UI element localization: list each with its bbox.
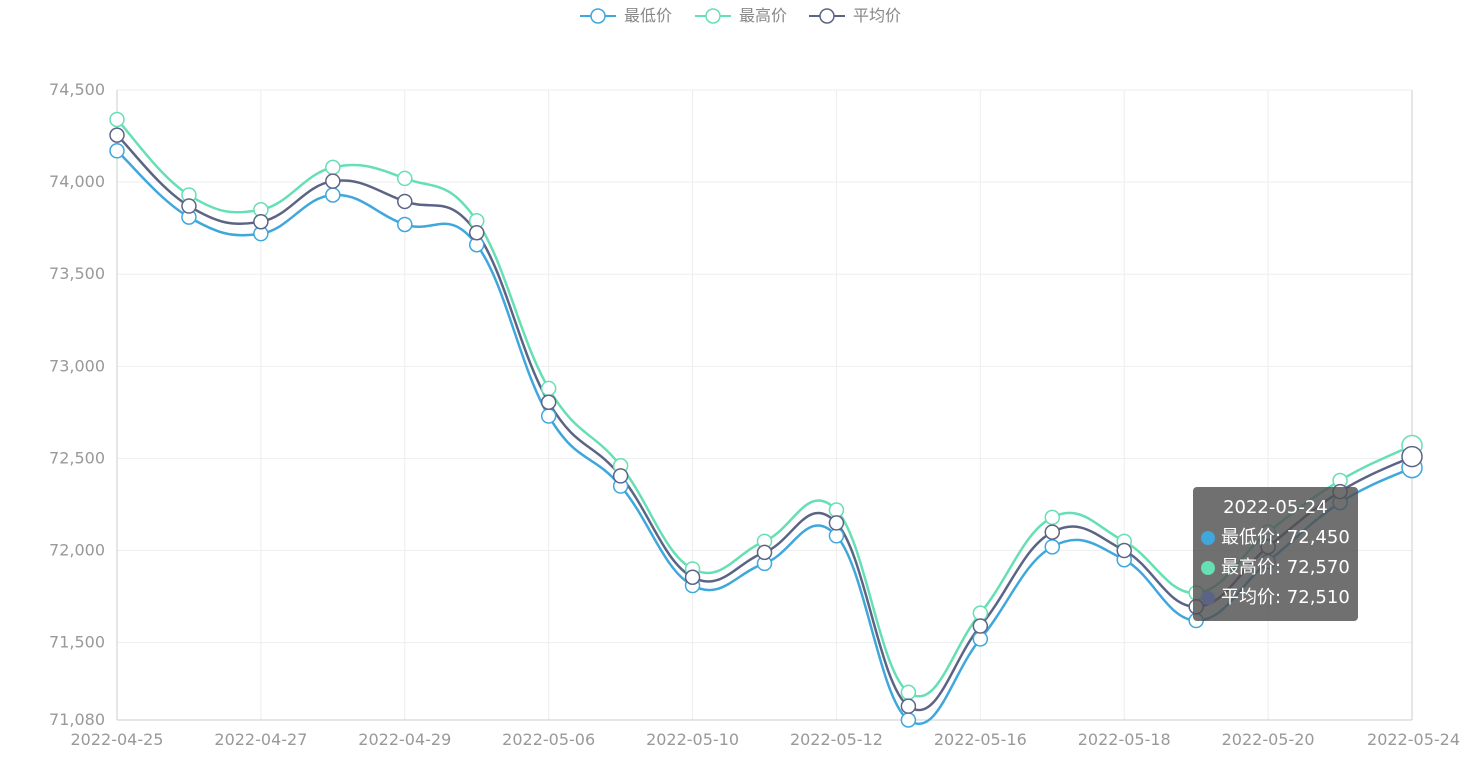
legend-marker-2 bbox=[819, 8, 835, 24]
series-2-point-12[interactable] bbox=[972, 618, 989, 634]
legend-marker-0 bbox=[590, 8, 606, 24]
series-0-point-6[interactable] bbox=[540, 408, 557, 424]
series-1-point-6[interactable] bbox=[540, 380, 557, 397]
series-line-0 bbox=[116, 149, 1413, 725]
y-tick-label-5: 73,500 bbox=[49, 264, 105, 283]
y-tick-label-6: 74,000 bbox=[49, 172, 105, 191]
tooltip-dot-avg bbox=[1201, 591, 1215, 605]
x-tick-label-1: 2022-04-27 bbox=[214, 730, 307, 749]
x-tick-label-5: 2022-05-12 bbox=[790, 730, 883, 749]
y-tick-label-7: 74,500 bbox=[49, 80, 105, 99]
tooltip-row-min: 最低价: 72,450 bbox=[1201, 523, 1350, 553]
tooltip-row-avg: 平均价: 72,510 bbox=[1201, 583, 1350, 613]
legend-label-0[interactable]: 最低价 bbox=[624, 6, 672, 25]
tooltip-label-max: 最高价: 72,570 bbox=[1221, 557, 1350, 578]
series-0-point-3[interactable] bbox=[325, 187, 341, 203]
x-tick-label-9: 2022-05-24 bbox=[1367, 730, 1460, 749]
y-tick-label-4: 73,000 bbox=[49, 356, 105, 375]
series-0-point-10[interactable] bbox=[828, 528, 845, 544]
series-2-point-1[interactable] bbox=[181, 198, 197, 214]
series-line-1 bbox=[116, 118, 1413, 698]
series-2-point-8[interactable] bbox=[684, 569, 701, 585]
series-1-point-0[interactable] bbox=[109, 111, 125, 128]
x-tick-label-8: 2022-05-20 bbox=[1222, 730, 1315, 749]
y-tick-label-2: 72,000 bbox=[49, 541, 105, 560]
series-2-point-11[interactable] bbox=[900, 698, 917, 714]
series-2-point-0[interactable] bbox=[109, 127, 125, 143]
tooltip-dot-min bbox=[1201, 531, 1215, 545]
series-2-point-2[interactable] bbox=[253, 213, 269, 230]
tooltip-row-max: 最高价: 72,570 bbox=[1201, 553, 1350, 583]
tooltip-title: 2022-05-24 bbox=[1223, 497, 1328, 518]
x-tick-label-4: 2022-05-10 bbox=[646, 730, 739, 749]
x-tick-label-3: 2022-05-06 bbox=[502, 730, 595, 749]
series-2-point-7[interactable] bbox=[612, 468, 629, 484]
series-1-point-12[interactable] bbox=[972, 605, 989, 621]
series-0-point-12[interactable] bbox=[972, 631, 989, 647]
series-1-point-13[interactable] bbox=[1044, 509, 1061, 526]
series-1-point-11[interactable] bbox=[900, 684, 917, 701]
series-line-2 bbox=[116, 134, 1413, 712]
series-2-point-9[interactable] bbox=[756, 544, 773, 561]
series-2-point-6[interactable] bbox=[540, 394, 557, 410]
series-1-point-10[interactable] bbox=[828, 502, 845, 518]
x-tick-label-7: 2022-05-18 bbox=[1078, 730, 1171, 749]
x-tick-label-6: 2022-05-16 bbox=[934, 730, 1027, 749]
tooltip: 2022-05-24 最低价: 72,450 最高价: 72,570 平均价: … bbox=[1193, 487, 1358, 621]
y-tick-label-1: 71,500 bbox=[49, 633, 105, 652]
series-2-point-14[interactable] bbox=[1116, 542, 1132, 559]
series-1-point-3[interactable] bbox=[325, 159, 341, 176]
tooltip-label-min: 最低价: 72,450 bbox=[1221, 527, 1350, 548]
tooltip-dot-max bbox=[1201, 561, 1215, 575]
series-2-point-10[interactable] bbox=[828, 515, 845, 531]
x-tick-label-2: 2022-04-29 bbox=[358, 730, 451, 749]
series-0-point-11[interactable] bbox=[900, 712, 917, 728]
series-0-point-0[interactable] bbox=[109, 143, 125, 159]
legend-marker-1 bbox=[705, 8, 721, 24]
tooltip-label-avg: 平均价: 72,510 bbox=[1221, 587, 1350, 608]
legend-label-1[interactable]: 最高价 bbox=[739, 6, 787, 25]
series-2-point-4[interactable] bbox=[397, 193, 413, 210]
series-2-point-13[interactable] bbox=[1044, 524, 1061, 540]
series-1-point-4[interactable] bbox=[397, 170, 413, 187]
legend-label-2[interactable]: 平均价 bbox=[853, 6, 901, 25]
series-0-point-4[interactable] bbox=[397, 216, 413, 233]
series-2-point-5[interactable] bbox=[468, 225, 485, 241]
series-2-point-18[interactable] bbox=[1401, 445, 1423, 468]
y-tick-label-3: 72,500 bbox=[49, 448, 105, 467]
series-0-point-13[interactable] bbox=[1044, 539, 1061, 555]
y-tick-label-0: 71,080 bbox=[49, 710, 105, 729]
x-tick-label-0: 2022-04-25 bbox=[71, 730, 164, 749]
series-2-point-3[interactable] bbox=[325, 173, 341, 189]
